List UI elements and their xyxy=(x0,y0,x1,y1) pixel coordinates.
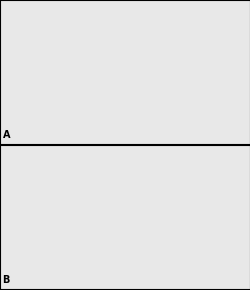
Text: B: B xyxy=(2,275,10,285)
Text: A: A xyxy=(2,130,10,140)
